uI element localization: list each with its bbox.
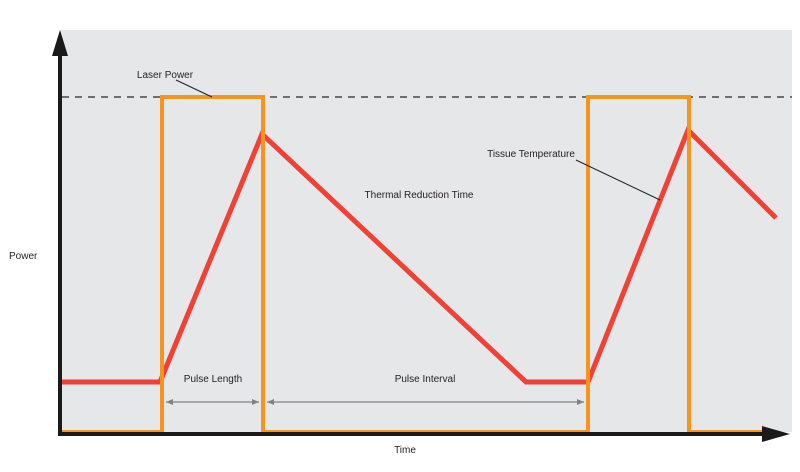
y-axis-arrowhead bbox=[52, 30, 68, 56]
x-axis-arrowhead bbox=[762, 426, 790, 442]
y-axis-label: Power bbox=[9, 251, 38, 262]
pulse-length-label: Pulse Length bbox=[184, 374, 242, 385]
laser-power-leader-line bbox=[175, 79, 213, 98]
laser-power-label: Laser Power bbox=[137, 70, 194, 81]
tissue-temperature-label: Tissue Temperature bbox=[487, 149, 575, 160]
x-axis-label: Time bbox=[394, 445, 416, 456]
tissue-temperature-leader-line bbox=[575, 159, 661, 201]
pulse-interval-label: Pulse Interval bbox=[395, 374, 456, 385]
plot-area bbox=[60, 30, 792, 432]
thermal-reduction-time-label: Thermal Reduction Time bbox=[365, 190, 474, 201]
